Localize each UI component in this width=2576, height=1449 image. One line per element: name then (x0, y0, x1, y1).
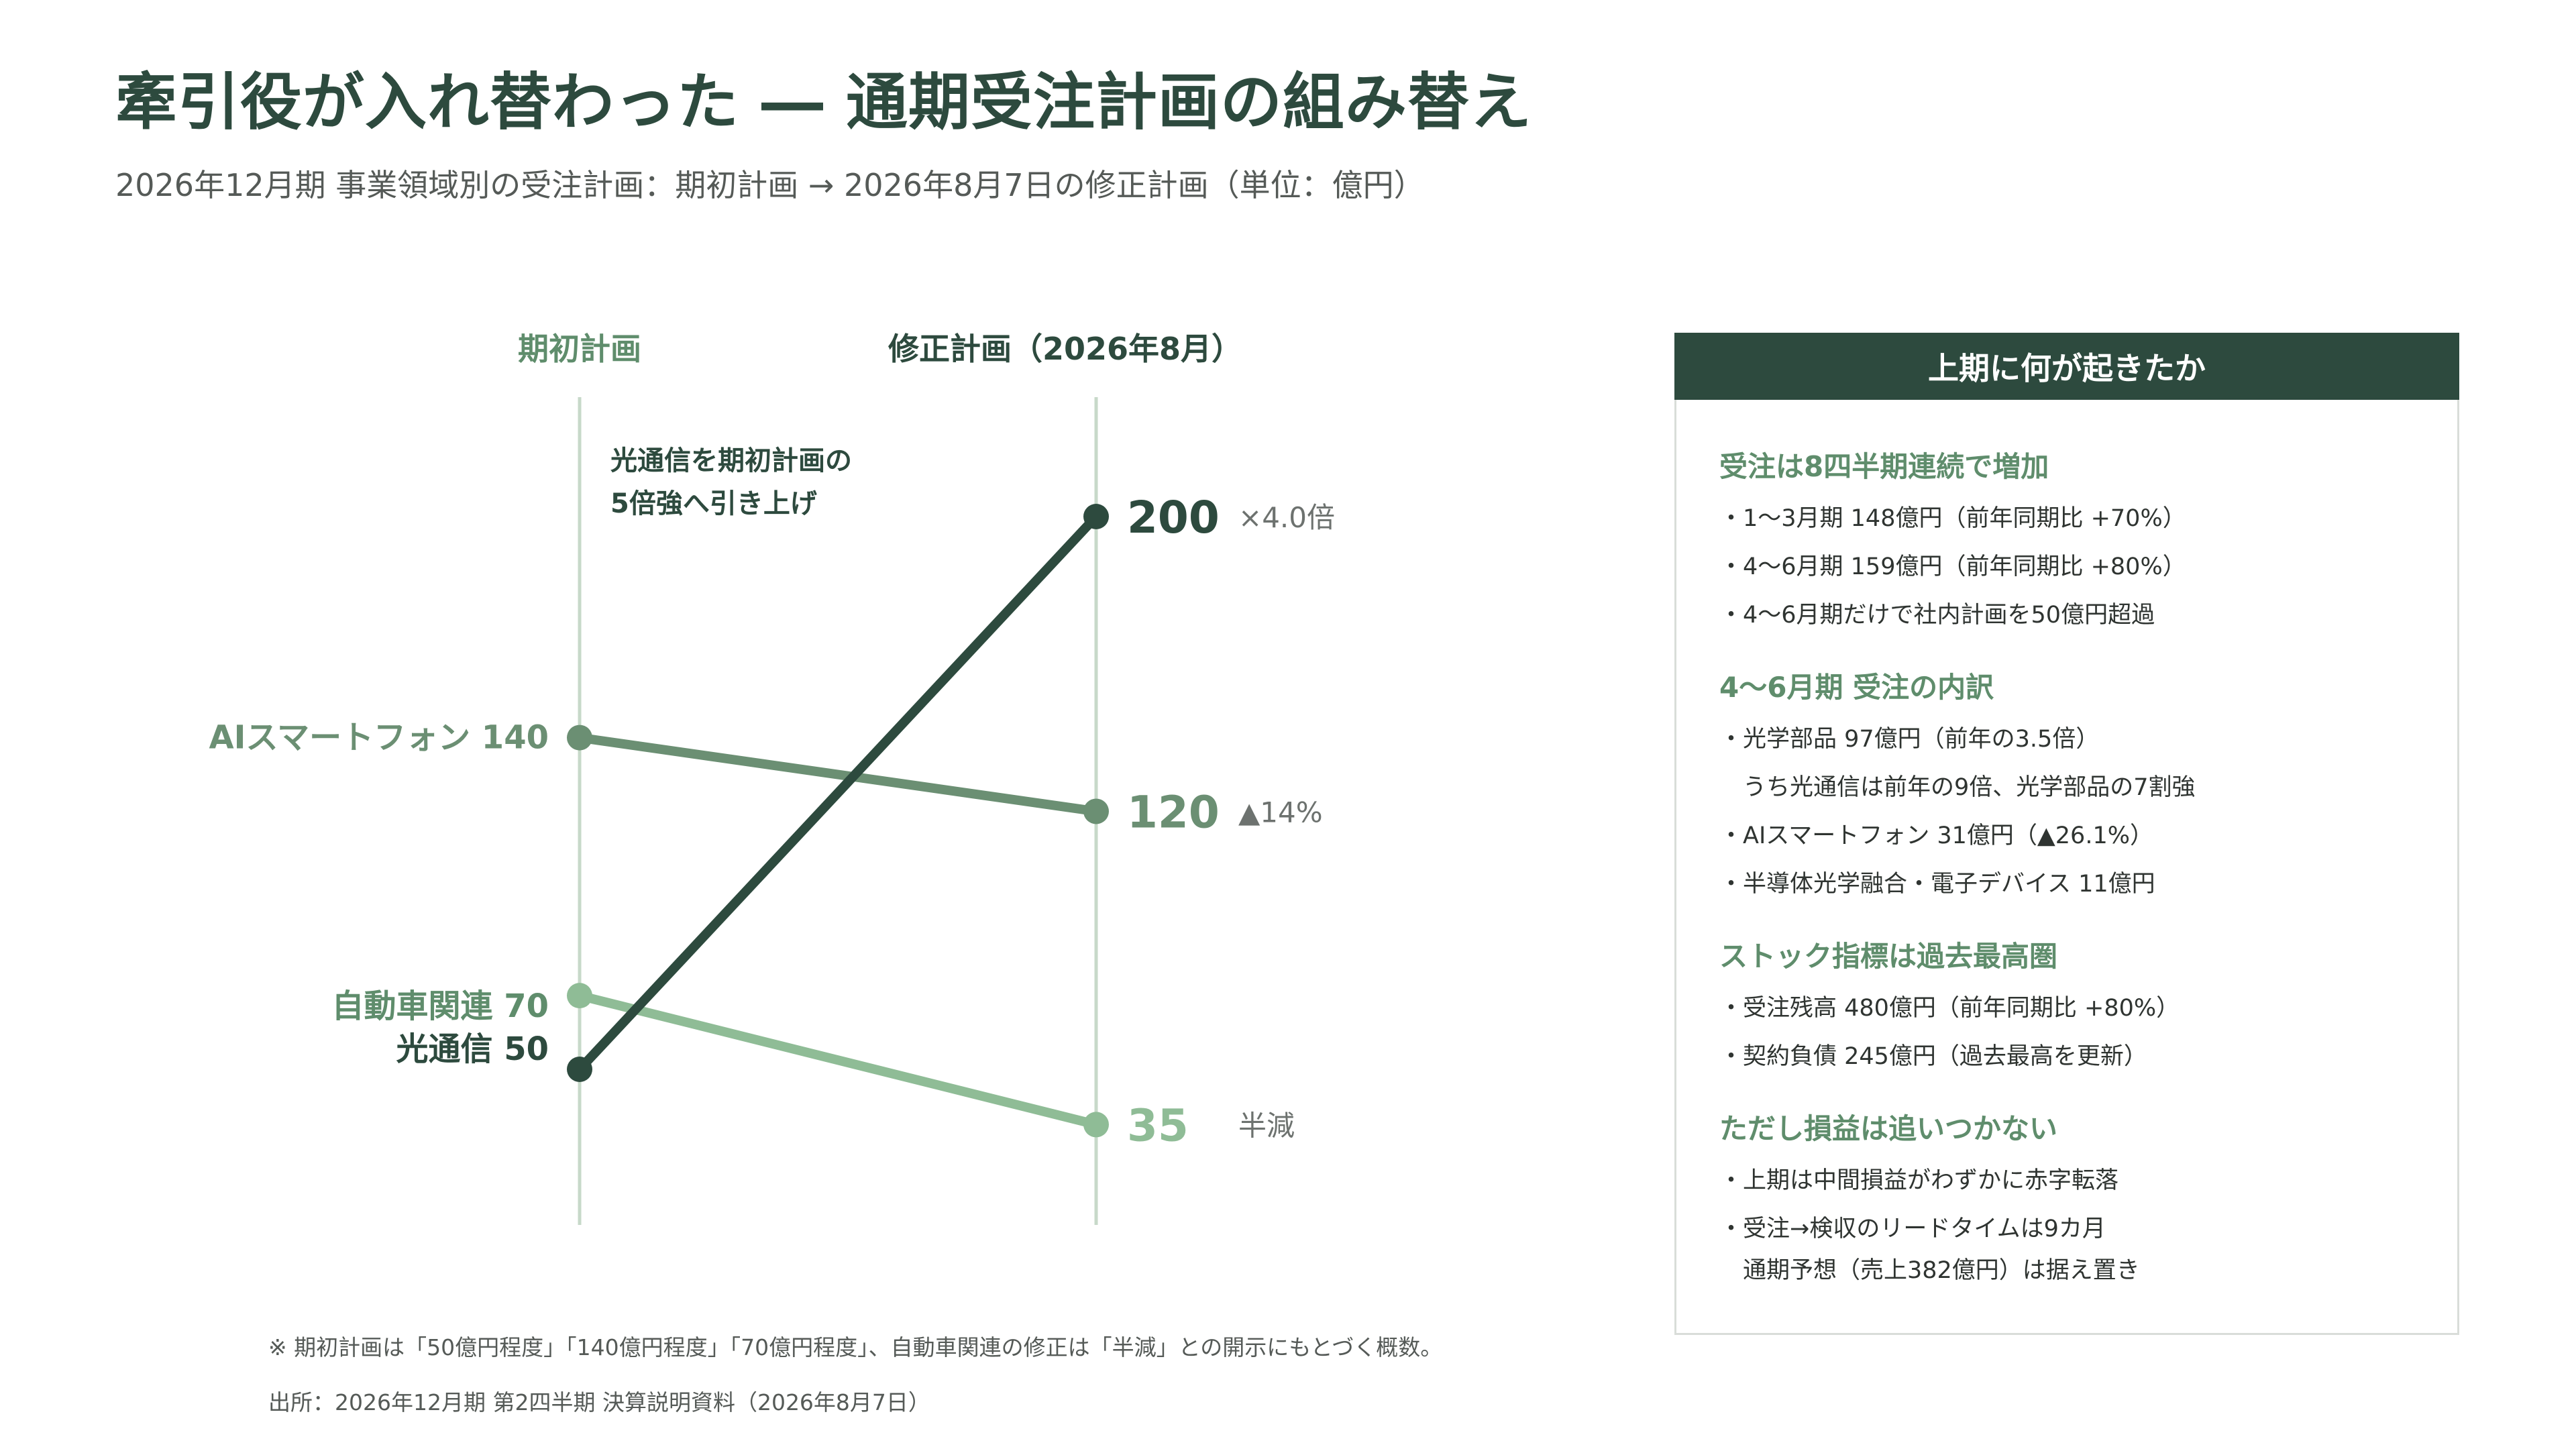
change-label-ai-smartphone: ▲14% (1238, 796, 1323, 828)
summary-section: ストック指標は過去最高圏・受注残高 480億円（前年同期比 +80%） ・契約負債… (1719, 934, 2457, 1081)
summary-section-title: ただし損益は追いつかない (1719, 1112, 2058, 1145)
summary-section-title: 受注は8四半期連続で増加 (1719, 450, 2049, 483)
summary-bullet: 通期予想（売上382億円）は据え置き (1719, 1257, 2140, 1284)
summary-bullet: ・4～6月期だけで社内計画を50億円超過 (1719, 602, 2155, 629)
summary-bullet: ・AIスマートフォン 31億円（▲26.1%） (1719, 822, 2153, 849)
label-revised-optical-comm: 200 (1127, 492, 1220, 543)
slope-chart: 期初計画 修正計画（2026年8月） 光通信を期初計画の 5倍強へ引き上げ AI… (209, 331, 1335, 1225)
point-initial-ai-smartphone (567, 724, 592, 751)
summary-section-title: ストック指標は過去最高圏 (1719, 940, 2058, 973)
summary-bullet: ・1～3月期 148億円（前年同期比 +70%） (1719, 505, 2186, 532)
summary-panel: 上期に何が起きたか 受注は8四半期連続で増加・1～3月期 148億円（前年同期比… (1674, 333, 2459, 1335)
summary-bullet: ・光学部品 97億円（前年の3.5倍） (1719, 726, 2100, 753)
summary-section-title: 4～6月期 受注の内訳 (1719, 671, 1994, 704)
summary-bullet: ・4～6月期 159億円（前年同期比 +80%） (1719, 553, 2186, 580)
summary-bullet: ・半導体光学融合・電子デバイス 11億円 (1719, 871, 2155, 898)
page-subtitle: 2026年12月期 事業領域別の受注計画：期初計画 → 2026年8月7日の修正… (115, 167, 1425, 203)
point-initial-optical-comm (567, 1057, 592, 1082)
slope-line-optical-comm (575, 512, 1101, 1074)
label-initial-automotive: 自動車関連 70 (331, 987, 549, 1025)
summary-bullet: ・受注→検収のリードタイムは9カ月 (1719, 1216, 2106, 1242)
column-label-revised: 修正計画（2026年8月） (888, 331, 1242, 367)
point-initial-automotive (567, 983, 592, 1009)
point-revised-optical-comm (1083, 504, 1109, 529)
summary-section: 4～6月期 受注の内訳・光学部品 97億円（前年の3.5倍） うち光通信は前年の… (1719, 665, 2457, 908)
label-initial-optical-comm: 光通信 50 (396, 1030, 549, 1068)
label-revised-automotive: 35 (1127, 1099, 1189, 1151)
annotation-line-1: 光通信を期初計画の (610, 445, 852, 476)
label-revised-ai-smartphone: 120 (1127, 786, 1220, 838)
summary-section: 受注は8四半期連続で増加・1～3月期 148億円（前年同期比 +70%） ・4～6… (1719, 444, 2457, 639)
point-revised-automotive (1083, 1112, 1109, 1138)
slope-line-automotive (575, 991, 1101, 1130)
summary-bullet: ・契約負債 245億円（過去最高を更新） (1719, 1043, 2147, 1070)
column-label-initial: 期初計画 (518, 331, 641, 367)
summary-panel-title: 上期に何が起きたか (1674, 333, 2459, 400)
slope-line-ai-smartphone (575, 733, 1101, 816)
summary-bullet: うち光通信は前年の9倍、光学部品の7割強 (1719, 774, 2196, 801)
summary-bullet: ・上期は中間損益がわずかに赤字転落 (1719, 1167, 2119, 1194)
footnote: ※ 期初計画は「50億円程度」「140億円程度」「70億円程度」、自動車関連の修… (268, 1334, 1443, 1360)
source-note: 出所：2026年12月期 第2四半期 決算説明資料（2026年8月7日） (268, 1389, 930, 1415)
change-label-optical-comm: ×4.0倍 (1238, 501, 1335, 534)
point-revised-ai-smartphone (1083, 798, 1109, 824)
label-initial-ai-smartphone: AIスマートフォン 140 (209, 719, 549, 757)
summary-panel-body: 受注は8四半期連続で増加・1～3月期 148億円（前年同期比 +70%） ・4～6… (1676, 400, 2457, 1288)
summary-bullet: ・受注残高 480億円（前年同期比 +80%） (1719, 995, 2180, 1022)
change-label-automotive: 半減 (1238, 1109, 1295, 1142)
summary-section: ただし損益は追いつかない・上期は中間損益がわずかに赤字転落 ・受注→検収のリードタ… (1719, 1106, 2457, 1288)
annotation-line-2: 5倍強へ引き上げ (610, 488, 817, 519)
page-title: 牽引役が入れ替わった ― 通期受注計画の組み替え (115, 66, 1533, 138)
